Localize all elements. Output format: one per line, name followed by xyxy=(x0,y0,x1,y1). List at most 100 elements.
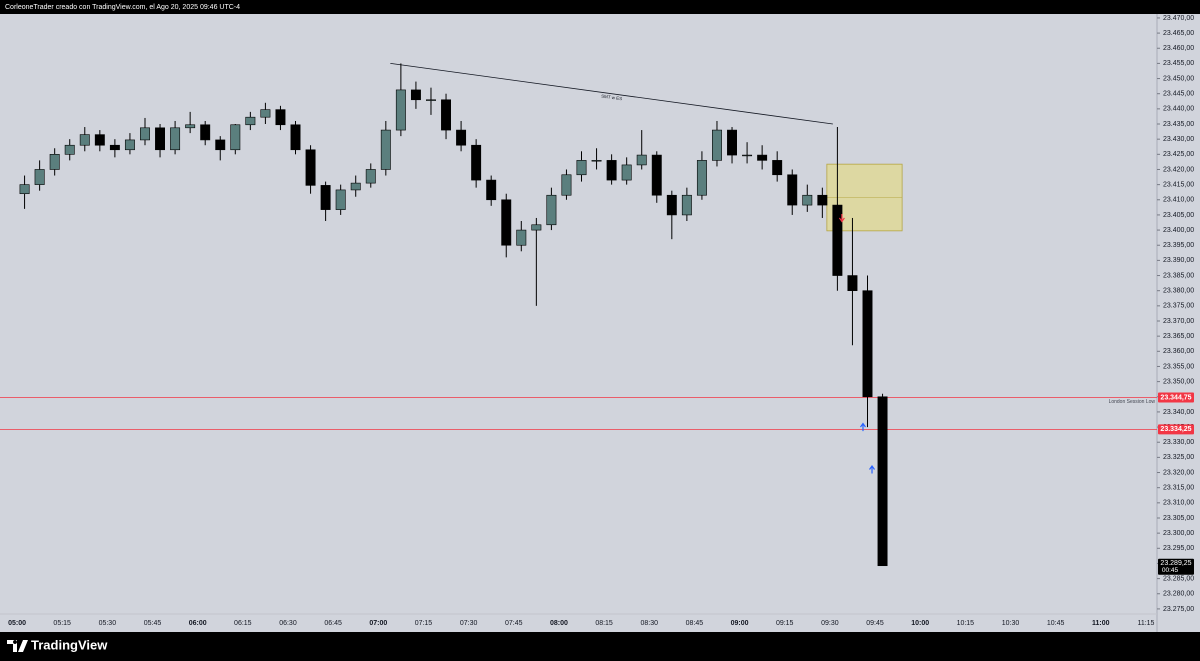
y-tick-label: 23.300,00 xyxy=(1163,530,1194,537)
y-tick-label: 23.440,00 xyxy=(1163,106,1194,113)
candle-body xyxy=(230,124,241,151)
candle-body xyxy=(245,116,256,126)
candle-body xyxy=(441,99,452,131)
candle-body xyxy=(380,129,391,170)
candle-body xyxy=(94,134,105,146)
candle-body xyxy=(802,194,813,206)
level-badge xyxy=(1158,392,1194,403)
y-tick-label: 23.425,00 xyxy=(1163,151,1194,158)
x-tick-label: 09:00 xyxy=(731,620,749,627)
x-tick-label: 08:45 xyxy=(686,620,704,627)
candle-body xyxy=(49,154,60,170)
x-tick-label: 08:15 xyxy=(595,620,613,627)
y-tick-label: 23.435,00 xyxy=(1163,121,1194,128)
y-tick-label: 23.390,00 xyxy=(1163,257,1194,264)
x-tick-label: 09:45 xyxy=(866,620,884,627)
candle-body xyxy=(591,160,602,162)
x-tick-label: 11:00 xyxy=(1092,620,1110,627)
x-tick-label: 08:00 xyxy=(550,620,568,627)
brand-name: TradingView xyxy=(31,637,108,652)
x-tick-label: 05:45 xyxy=(144,620,162,627)
candle-body xyxy=(606,160,617,181)
x-tick-label: 10:00 xyxy=(911,620,929,627)
x-tick-label: 07:15 xyxy=(415,620,433,627)
candle-body xyxy=(260,109,271,118)
candle-body xyxy=(79,134,90,146)
brand-logo xyxy=(7,640,28,652)
candle-body xyxy=(320,185,331,210)
candle-body xyxy=(140,127,150,141)
x-tick-label: 05:15 xyxy=(53,620,71,627)
y-tick-label: 23.395,00 xyxy=(1163,242,1194,249)
x-tick-label: 06:45 xyxy=(324,620,342,627)
signal-arrow xyxy=(838,213,845,223)
level-label: 23.344,75 xyxy=(1160,394,1191,401)
candle-body xyxy=(486,179,497,201)
candle-body xyxy=(787,174,798,206)
last-price-label: 23.289,25 xyxy=(1160,560,1191,567)
candle-body xyxy=(215,139,226,151)
candle-body xyxy=(170,127,181,151)
candle-body xyxy=(471,144,482,181)
x-tick-label: 11:15 xyxy=(1137,620,1154,627)
candle-body xyxy=(546,194,557,226)
x-tick-label: 06:00 xyxy=(189,620,207,627)
y-tick-label: 23.430,00 xyxy=(1163,136,1194,143)
candle-body xyxy=(34,169,45,185)
x-tick-label: 07:00 xyxy=(369,620,387,627)
y-tick-label: 23.400,00 xyxy=(1163,227,1194,234)
level-badge xyxy=(1158,424,1194,435)
candle-body xyxy=(727,129,737,156)
y-tick-label: 23.280,00 xyxy=(1163,591,1194,598)
y-tick-label: 23.455,00 xyxy=(1163,60,1194,67)
candle-body xyxy=(681,194,692,216)
signal-arrow xyxy=(859,422,866,432)
x-tick-label: 07:30 xyxy=(460,620,478,627)
candle-body xyxy=(305,149,316,186)
candle-body xyxy=(621,164,632,181)
y-tick-label: 23.385,00 xyxy=(1163,272,1194,279)
y-tick-label: 23.305,00 xyxy=(1163,515,1194,522)
y-tick-label: 23.465,00 xyxy=(1163,30,1194,37)
plot: 23.275,0023.280,0023.285,0023.290,0023.2… xyxy=(0,15,1194,627)
candle-body xyxy=(410,89,421,101)
level-note: London Session Low xyxy=(1109,399,1156,405)
y-tick-label: 23.370,00 xyxy=(1163,318,1194,325)
last-price-badge xyxy=(1158,558,1194,575)
level-label: 23.334,25 xyxy=(1160,426,1191,433)
signal-arrow xyxy=(869,464,876,474)
x-tick-label: 09:30 xyxy=(821,620,839,627)
y-tick-label: 23.310,00 xyxy=(1163,500,1194,507)
y-tick-label: 23.380,00 xyxy=(1163,288,1194,295)
candle-body xyxy=(275,109,286,126)
y-tick-label: 23.420,00 xyxy=(1163,166,1194,173)
candle-body xyxy=(817,194,828,206)
candle-body xyxy=(185,124,196,129)
x-tick-label: 07:45 xyxy=(505,620,523,627)
y-tick-label: 23.315,00 xyxy=(1163,485,1194,492)
y-tick-label: 23.275,00 xyxy=(1163,606,1194,613)
x-tick-label: 05:00 xyxy=(8,620,26,627)
x-tick-label: 10:45 xyxy=(1047,620,1065,627)
y-tick-label: 23.350,00 xyxy=(1163,378,1194,385)
y-tick-label: 23.445,00 xyxy=(1163,91,1194,98)
candle-body xyxy=(576,160,587,176)
y-tick-label: 23.330,00 xyxy=(1163,439,1194,446)
candle-body xyxy=(666,194,677,216)
last-price-countdown: 00:45 xyxy=(1162,567,1179,574)
candle-body xyxy=(712,129,722,161)
y-tick-label: 23.320,00 xyxy=(1163,469,1194,476)
candle-body xyxy=(877,396,888,567)
x-tick-label: 05:30 xyxy=(99,620,117,627)
x-tick-label: 10:30 xyxy=(1002,620,1020,627)
candle-body xyxy=(365,169,376,184)
y-tick-label: 23.375,00 xyxy=(1163,303,1194,310)
candle-body xyxy=(456,129,467,146)
x-tick-label: 06:30 xyxy=(279,620,297,627)
candle-body xyxy=(64,144,75,155)
candle-body xyxy=(155,127,166,151)
candle-body xyxy=(200,124,211,141)
candle-body xyxy=(531,224,542,231)
y-tick-label: 23.450,00 xyxy=(1163,75,1194,82)
y-tick-label: 23.340,00 xyxy=(1163,409,1194,416)
